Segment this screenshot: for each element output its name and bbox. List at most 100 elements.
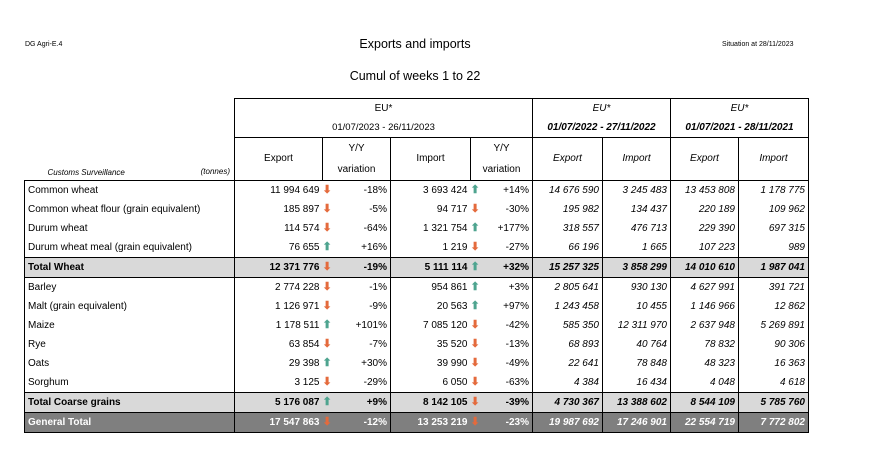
import-variation: +3% (486, 277, 533, 297)
table-row: Durum wheat 114 574 ⬇ -64% 1 321 754 ⬆ +177% 31… (24, 218, 809, 238)
import-2021-value: 12 862 (738, 296, 809, 316)
import-variation-arrow: ⬆ (470, 179, 487, 200)
import-2021-value: 90 306 (738, 334, 809, 354)
import-2022-value: 17 246 901 (602, 411, 671, 433)
export-variation: +9% (338, 391, 391, 413)
table-row: Oats 29 398 ⬆ +30% 39 990 ⬇ -49% 22 641 78 848 48… (24, 353, 809, 373)
import-2022-value: 78 848 (602, 353, 671, 373)
export-2022-value: 1 243 458 (532, 296, 603, 316)
col-yy-export-line1: Y/Y (322, 137, 391, 159)
department-code: DG Agri-E.4 (25, 41, 63, 48)
import-2023-value: 5 111 114 (390, 256, 471, 278)
export-variation-arrow: ⬇ (323, 335, 339, 354)
export-2022-value: 68 893 (532, 334, 603, 354)
page-title: Exports and imports (359, 37, 471, 51)
export-2022-value: 66 196 (532, 237, 603, 257)
export-2023-value: 3 125 (234, 372, 323, 392)
col-yy-export-line2: variation (322, 158, 391, 181)
col-yy-import-line2: variation (470, 158, 533, 181)
table-row: Rye 63 854 ⬇ -7% 35 520 ⬇ -13% 68 893 40 764 78 8… (24, 334, 809, 354)
export-variation: -1% (338, 277, 391, 297)
row-label: Malt (grain equivalent) (24, 296, 235, 316)
table-row: Durum wheat meal (grain equivalent) 76 65… (24, 237, 809, 257)
import-variation: -39% (486, 391, 533, 413)
general-total-row: General Total 17 547 863 ⬇ -12% 13 253 219 ⬇ -… (24, 411, 809, 433)
table-row: Malt (grain equivalent) 1 126 971 ⬇ -9% 20 5… (24, 296, 809, 316)
export-2022-value: 14 676 590 (532, 179, 603, 200)
import-2021-value: 16 363 (738, 353, 809, 373)
arrow-down-icon: ⬇ (322, 375, 332, 388)
export-variation-arrow: ⬇ (322, 179, 339, 200)
export-2021-value: 78 832 (670, 334, 739, 354)
export-variation: -12% (338, 411, 391, 433)
import-variation-arrow: ⬆ (471, 219, 487, 238)
import-2023-value: 35 520 (436, 338, 468, 350)
row-label: Durum wheat (24, 218, 235, 238)
export-2023-value: 1 178 511 (234, 315, 323, 335)
row-label: Maize (24, 315, 235, 335)
import-2021-value: 1 987 041 (738, 256, 809, 278)
table-row: Common wheat flour (grain equivalent) 185… (24, 199, 809, 219)
import-2022-value: 16 434 (602, 372, 671, 392)
import-variation-arrow: ⬇ (471, 373, 487, 393)
row-label: General Total (24, 411, 235, 433)
export-2023-value: 185 897 (234, 199, 323, 219)
export-2022-value: 2 805 641 (532, 277, 603, 297)
row-label: Common wheat flour (grain equivalent) (24, 199, 235, 219)
export-2023-value: 1 126 971 (234, 296, 323, 316)
row-label: Total Wheat (24, 256, 235, 278)
group2-period: 01/07/2022 - 27/11/2022 (532, 118, 671, 138)
col-import-2023: Import (390, 137, 471, 181)
arrow-down-icon: ⬇ (470, 356, 480, 369)
import-2023-value: 8 142 105 (390, 391, 471, 413)
arrow-down-icon: ⬇ (322, 299, 332, 312)
group2-title: EU* (532, 98, 671, 118)
export-variation: -64% (338, 218, 391, 238)
row-label: Sorghum (24, 372, 235, 392)
import-variation-arrow: ⬆ (471, 277, 487, 297)
import-2023-value: 13 253 219 (390, 411, 471, 433)
export-2022-value: 19 987 692 (532, 411, 603, 433)
export-2023-value: 12 371 776 (234, 256, 323, 278)
import-2023-value: 6 050 (442, 376, 468, 388)
import-variation-arrow: ⬇ (471, 316, 487, 335)
export-variation: -5% (338, 199, 391, 219)
row-label: Rye (24, 334, 235, 354)
arrow-down-icon: ⬇ (470, 337, 480, 350)
import-2023-value: 954 861 (431, 281, 468, 293)
row-label: Barley (24, 277, 235, 297)
import-variation: -23% (486, 411, 533, 433)
import-variation: +32% (486, 256, 533, 278)
import-variation: -49% (486, 353, 533, 373)
export-variation-arrow: ⬆ (323, 316, 339, 335)
col-import-2022: Import (602, 137, 671, 181)
import-variation-arrow: ⬇ (470, 411, 487, 433)
export-2022-value: 22 641 (532, 353, 603, 373)
col-yy-import-line1: Y/Y (470, 137, 533, 159)
export-2021-value: 4 627 991 (670, 277, 739, 297)
export-variation: -18% (338, 179, 391, 200)
import-variation: +14% (486, 179, 533, 200)
situation-date: Situation at 28/11/2023 (722, 41, 794, 48)
arrow-down-icon: ⬇ (322, 260, 332, 273)
import-variation: -13% (486, 334, 533, 354)
import-2023-value: 1 321 754 (423, 222, 468, 234)
col-import-2021: Import (738, 137, 809, 181)
export-variation: -19% (338, 256, 391, 278)
row-label: Oats (24, 353, 235, 373)
arrow-down-icon: ⬇ (322, 415, 332, 428)
import-2021-value: 391 721 (738, 277, 809, 297)
page-subtitle: Cumul of weeks 1 to 22 (349, 69, 481, 83)
col-export-2023: Export (234, 137, 323, 181)
export-2021-value: 1 146 966 (670, 296, 739, 316)
tonnes-label: (tonnes) (200, 166, 230, 176)
arrow-down-icon: ⬇ (322, 280, 332, 293)
export-variation-arrow: ⬇ (323, 219, 339, 238)
export-2022-value: 4 384 (532, 372, 603, 392)
import-2021-value: 5 269 891 (738, 315, 809, 335)
import-variation: +177% (486, 218, 533, 238)
export-2023-value: 11 994 649 (234, 179, 323, 200)
arrow-down-icon: ⬇ (470, 240, 480, 253)
export-2023-value: 63 854 (234, 334, 323, 354)
row-label: Common wheat (24, 179, 235, 200)
